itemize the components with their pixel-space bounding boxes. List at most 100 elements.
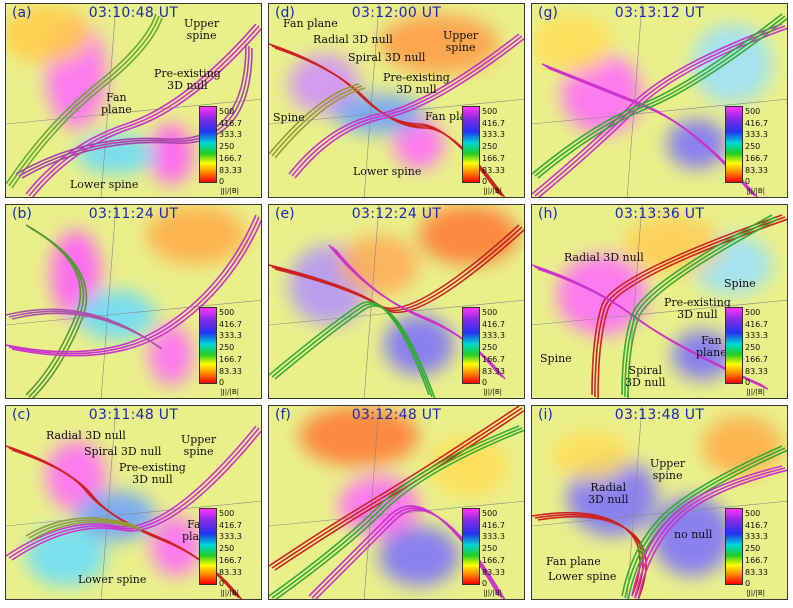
panel-time: 03:10:48 UT — [88, 5, 179, 21]
colorbar-unit: |J|/|B| — [483, 388, 502, 396]
field-line — [31, 521, 143, 541]
colorbar-tick-label: 166.7 — [745, 555, 768, 565]
field-line — [291, 35, 523, 177]
field-line — [8, 216, 260, 355]
panel-label: (a) — [12, 5, 32, 21]
field-line — [8, 427, 260, 559]
panel-a-image — [6, 4, 261, 197]
field-line — [6, 425, 257, 557]
panel-label: (e) — [275, 206, 295, 222]
field-line — [11, 17, 163, 189]
annotation-preexisting-null: Pre-existing 3D null — [664, 296, 731, 321]
colorbar-tick-label: 83.33 — [219, 165, 242, 175]
grid-line — [532, 299, 787, 326]
field-line — [597, 218, 787, 398]
field-line — [269, 301, 430, 396]
colorbar-tick-label: 83.33 — [745, 567, 768, 577]
panel-b: (b) 03:11:24 UT 500 416.7 333.3 250 166.7 83.… — [5, 204, 262, 399]
field-line — [271, 85, 363, 157]
field-line — [6, 13, 157, 185]
field-line — [624, 447, 786, 599]
colorbar-tick-label: 83.33 — [745, 165, 768, 175]
field-line — [532, 13, 783, 175]
colorbar-tick-label: 0 — [219, 177, 225, 187]
grid-line — [100, 4, 117, 197]
colorbar-tick-label: 333.3 — [745, 130, 768, 140]
panel-time: 03:12:48 UT — [351, 407, 442, 423]
annotation-fan-plane-top: Fan plane — [283, 17, 338, 30]
colorbar-tick-label: 0 — [219, 378, 225, 388]
colorbar-tick-label: 333.3 — [482, 130, 505, 140]
colorbar-tick-label: 166.7 — [219, 153, 242, 163]
current-density-region — [429, 436, 509, 496]
colorbar-tick-label: 0 — [745, 378, 751, 388]
colorbar-tick-label: 500 — [219, 308, 235, 317]
current-density-region — [339, 235, 419, 295]
field-line — [18, 45, 250, 177]
panel-c-image — [6, 406, 261, 599]
current-density-region — [672, 330, 732, 380]
annotation-radial-null: Radial 3D null — [313, 33, 393, 46]
annotation-spiral-null: Spiral 3D null — [348, 51, 426, 64]
field-line — [621, 445, 783, 597]
grid-line — [100, 406, 117, 599]
annotation-fan-plane: Fan plane — [101, 91, 132, 116]
colorbar-tick-label: 0 — [482, 378, 488, 388]
field-line — [274, 305, 436, 398]
current-density-region — [6, 4, 91, 64]
field-line — [334, 248, 506, 380]
colorbar-tick-label: 500 — [745, 509, 761, 518]
field-line — [275, 429, 524, 599]
colorbar-tick-label: 250 — [745, 142, 761, 152]
colorbar-unit: |J|/|B| — [220, 388, 239, 396]
current-density-region — [299, 406, 419, 466]
panel-label: (f) — [275, 407, 291, 423]
panel-d-image — [269, 4, 524, 197]
annotation-preexisting-null: Pre-existing 3D null — [154, 67, 221, 92]
field-line — [534, 15, 786, 177]
colorbar-tick-label: 500 — [482, 107, 498, 116]
field-line — [21, 47, 253, 179]
field-line — [627, 218, 779, 398]
current-density-region — [532, 14, 612, 74]
annotation-no-null: no null — [674, 528, 713, 541]
colorbar-tick-label: 416.7 — [219, 520, 242, 530]
colorbar-unit: |J|/|B| — [746, 388, 765, 396]
colorbar-tick-label: 333.3 — [219, 130, 242, 140]
annotation-preexisting-null: Pre-existing 3D null — [383, 71, 450, 96]
panel-g: (g) 03:13:12 UT 500 416.7 333.3 250 166.7 83.… — [531, 3, 788, 198]
colorbar-tick-label: 416.7 — [745, 118, 768, 128]
field-line — [274, 87, 366, 159]
current-density-region — [419, 205, 519, 265]
colorbar — [199, 106, 217, 183]
current-density-region — [379, 526, 459, 586]
panel-h-image — [532, 205, 787, 398]
colorbar-unit: |J|/|B| — [483, 589, 502, 597]
colorbar-tick-label: 250 — [482, 544, 498, 554]
field-line — [15, 43, 247, 175]
colorbar-tick-label: 166.7 — [745, 153, 768, 163]
panel-time: 03:13:12 UT — [614, 5, 705, 21]
current-density-region — [289, 54, 359, 114]
panel-time: 03:12:24 UT — [351, 206, 442, 222]
colorbar-tick-label: 500 — [219, 107, 235, 116]
colorbar-ticks: 500 416.7 333.3 250 166.7 83.33 0 — [219, 509, 255, 589]
current-density-region — [379, 14, 499, 74]
field-line — [28, 519, 140, 539]
colorbar-tick-label: 0 — [482, 579, 488, 589]
panel-b-image — [6, 205, 261, 398]
current-density-region — [692, 24, 772, 104]
grid-line — [532, 98, 787, 125]
colorbar — [462, 307, 480, 384]
current-density-region — [667, 119, 727, 169]
colorbar — [462, 106, 480, 183]
field-line — [624, 216, 776, 398]
panel-e-image — [269, 205, 524, 398]
colorbar-tick-label: 333.3 — [219, 331, 242, 341]
annotation-spine-right: Spine — [724, 277, 756, 290]
panel-time: 03:11:48 UT — [88, 407, 179, 423]
field-line — [621, 214, 773, 396]
colorbar — [725, 106, 743, 183]
panel-label: (d) — [275, 5, 295, 21]
current-density-region — [394, 119, 444, 169]
